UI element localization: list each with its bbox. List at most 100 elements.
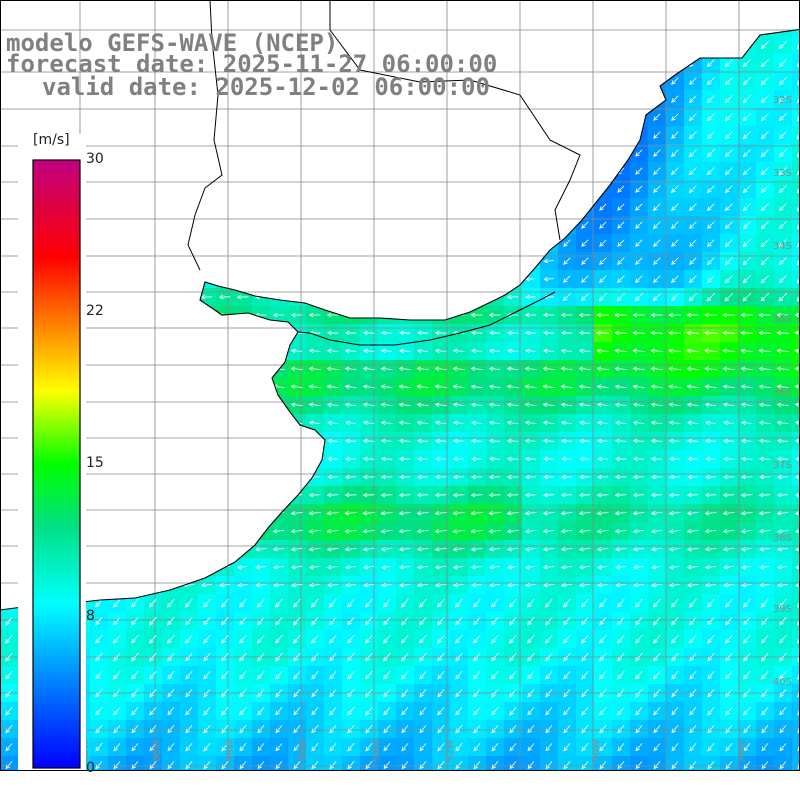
wind-vector	[758, 528, 771, 534]
wind-vector	[779, 707, 787, 716]
wind-vector	[488, 330, 501, 336]
wind-vector	[329, 634, 337, 644]
wind-vector	[671, 616, 679, 626]
wind-vector	[689, 95, 697, 103]
wind-vector	[381, 348, 393, 354]
wind-vector	[290, 384, 303, 389]
wind-vector	[776, 312, 789, 318]
wind-vector	[491, 598, 499, 608]
wind-cell	[378, 756, 396, 770]
wind-vector	[578, 330, 591, 336]
wind-vector	[778, 185, 787, 194]
wind-vector	[560, 366, 573, 372]
wind-cell	[792, 198, 800, 216]
wind-vector	[452, 366, 465, 372]
wind-vector	[327, 582, 339, 588]
wind-vector	[434, 492, 447, 498]
wind-vector	[95, 634, 103, 644]
wind-vector	[311, 634, 319, 644]
wind-cell	[792, 756, 800, 770]
wind-vector	[617, 598, 625, 608]
wind-vector	[221, 670, 229, 680]
wind-vector	[363, 564, 375, 570]
wind-vector	[203, 706, 211, 716]
wind-vector	[561, 438, 573, 444]
wind-vector	[543, 564, 555, 570]
wind-vector	[326, 312, 339, 318]
wind-vector	[671, 707, 679, 716]
wind-vector	[329, 598, 337, 608]
wind-vector	[617, 616, 625, 626]
wind-vector	[758, 312, 771, 318]
wind-vector	[704, 312, 717, 318]
wind-vector	[131, 634, 139, 644]
wind-vector	[669, 582, 681, 588]
wind-vector	[167, 634, 175, 644]
wind-vector	[365, 634, 373, 644]
wind-vector	[527, 688, 535, 698]
wind-vector	[527, 743, 535, 752]
wind-vector	[329, 652, 337, 662]
wind-vector	[707, 724, 715, 734]
wind-vector	[401, 670, 409, 680]
wind-vector	[524, 438, 537, 444]
wind-vector	[326, 528, 339, 534]
wind-vector	[308, 564, 321, 570]
wind-vector	[653, 275, 661, 283]
wind-vector	[525, 276, 536, 282]
wind-vector	[542, 510, 555, 516]
wind-vector	[455, 761, 463, 770]
wind-vector	[723, 438, 735, 444]
wind-vector	[741, 582, 752, 588]
wind-vector	[617, 203, 625, 211]
wind-vector	[560, 564, 573, 570]
wind-vector	[347, 652, 355, 662]
wind-cell	[792, 162, 800, 180]
wind-vector	[707, 670, 715, 680]
wind-vector	[616, 293, 625, 302]
wind-vector	[686, 546, 699, 552]
wind-vector	[290, 528, 303, 534]
wind-vector	[581, 724, 589, 734]
wind-vector	[599, 598, 607, 608]
wind-vector	[470, 348, 483, 354]
wind-vector	[777, 582, 789, 588]
wind-cell	[792, 252, 800, 270]
wind-vector	[724, 149, 733, 158]
wind-vector	[308, 546, 321, 552]
wind-vector	[398, 420, 411, 426]
wind-vector	[401, 743, 409, 752]
wind-vector	[545, 725, 553, 734]
wind-vector	[437, 707, 445, 716]
wind-vector	[725, 724, 733, 734]
wind-vector	[635, 706, 643, 716]
wind-vector	[200, 294, 213, 300]
wind-vector	[596, 348, 609, 354]
wind-vector	[362, 528, 375, 534]
wind-vector	[272, 528, 285, 534]
wind-vector	[416, 582, 429, 588]
wind-vector	[614, 474, 627, 480]
wind-vector	[668, 384, 681, 389]
wind-vector	[632, 456, 645, 462]
wind-vector	[686, 312, 699, 318]
wind-cell	[792, 90, 800, 108]
wind-vector	[362, 492, 375, 498]
wind-vector	[327, 438, 339, 444]
wind-cell	[792, 108, 800, 126]
wind-cell	[468, 756, 486, 770]
wind-vector	[578, 366, 591, 372]
wind-vector	[383, 634, 391, 644]
wind-vector	[723, 420, 735, 426]
wind-vector	[416, 528, 429, 534]
wind-vector	[527, 725, 535, 734]
wind-vector	[779, 652, 787, 662]
wind-vector	[689, 239, 697, 247]
wind-vector	[419, 707, 427, 716]
wind-vector	[545, 670, 553, 680]
wind-vector	[599, 688, 607, 698]
wind-vector	[688, 293, 697, 302]
wind-vector	[669, 492, 681, 498]
wind-vector	[669, 474, 681, 480]
wind-vector	[635, 725, 643, 734]
